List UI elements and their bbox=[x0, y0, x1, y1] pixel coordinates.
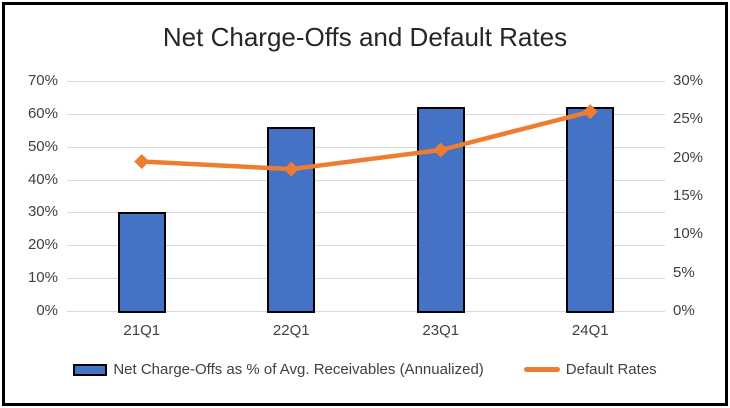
bar-24Q1 bbox=[566, 107, 615, 313]
gridline bbox=[67, 245, 665, 247]
y-axis-left-tick: 40% bbox=[27, 170, 58, 188]
legend: Net Charge-Offs as % of Avg. Receivables… bbox=[0, 361, 730, 378]
legend-label-net-charge-offs: Net Charge-Offs as % of Avg. Receivables… bbox=[113, 361, 484, 378]
chart-title: Net Charge-Offs and Default Rates bbox=[162, 22, 568, 52]
y-axis-right-tick: 25% bbox=[673, 110, 704, 128]
line-marker-21Q1 bbox=[134, 154, 150, 169]
bar-23Q1 bbox=[416, 107, 465, 313]
default-rates-line bbox=[139, 109, 593, 172]
y-axis-right-tick: 30% bbox=[673, 72, 704, 89]
legend-line-swatch-icon bbox=[523, 367, 560, 372]
y-axis-right-tick: 10% bbox=[673, 225, 704, 243]
legend-label-default-rates: Default Rates bbox=[565, 361, 657, 378]
legend-item-default-rates: Default Rates bbox=[523, 361, 657, 378]
y-axis-right-tick: 5% bbox=[673, 263, 695, 281]
y-axis-right-tick: 0% bbox=[673, 302, 695, 319]
x-axis-label-21Q1: 21Q1 bbox=[123, 322, 161, 339]
y-axis-left-tick: 20% bbox=[27, 236, 58, 254]
bar-22Q1 bbox=[267, 127, 316, 313]
y-axis-left-tick: 30% bbox=[27, 203, 58, 221]
x-axis-label-23Q1: 23Q1 bbox=[422, 322, 460, 339]
gridline bbox=[67, 179, 665, 181]
gridline bbox=[67, 212, 665, 214]
y-axis-left-tick: 0% bbox=[36, 302, 58, 319]
gridline bbox=[67, 311, 665, 312]
y-axis-left-tick: 70% bbox=[27, 72, 58, 89]
gridline bbox=[67, 81, 665, 82]
x-axis-label-22Q1: 22Q1 bbox=[272, 322, 310, 339]
legend-bar-swatch-icon bbox=[73, 363, 108, 376]
y-axis-left-tick: 10% bbox=[27, 269, 58, 287]
x-axis-label-24Q1: 24Q1 bbox=[571, 322, 609, 339]
y-axis-left-tick: 50% bbox=[27, 137, 58, 155]
legend-item-net-charge-offs: Net Charge-Offs as % of Avg. Receivables… bbox=[73, 361, 484, 378]
bar-21Q1 bbox=[117, 212, 166, 313]
y-axis-right-tick: 20% bbox=[673, 148, 704, 166]
y-axis-right-tick: 15% bbox=[673, 187, 704, 204]
y-axis-left-tick: 60% bbox=[27, 104, 58, 122]
gridline bbox=[67, 278, 665, 280]
